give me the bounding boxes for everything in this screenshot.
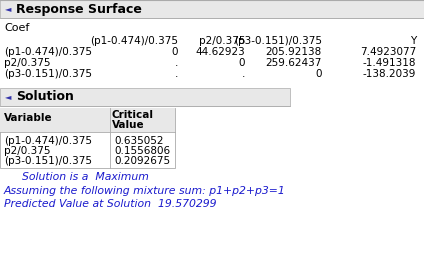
Text: (p3-0.151)/0.375: (p3-0.151)/0.375 <box>4 156 92 166</box>
Bar <box>0 108 175 132</box>
Text: Assuming the following mixture sum: p1+p2+p3=1: Assuming the following mixture sum: p1+p… <box>4 186 286 196</box>
Text: -1.491318: -1.491318 <box>363 58 416 68</box>
Text: .: . <box>242 69 245 79</box>
Text: 205.92138: 205.92138 <box>266 47 322 57</box>
Text: 44.62923: 44.62923 <box>195 47 245 57</box>
Text: 0.635052: 0.635052 <box>114 136 164 146</box>
Text: Solution: Solution <box>16 91 74 104</box>
Text: ◄: ◄ <box>5 92 11 102</box>
Text: 0.1556806: 0.1556806 <box>114 146 170 156</box>
Text: Coef: Coef <box>4 23 29 33</box>
Text: Predicted Value at Solution  19.570299: Predicted Value at Solution 19.570299 <box>4 199 217 209</box>
Text: Variable: Variable <box>4 113 53 123</box>
Text: .: . <box>175 69 178 79</box>
Text: 7.4923077: 7.4923077 <box>360 47 416 57</box>
Text: (p1-0.474)/0.375: (p1-0.474)/0.375 <box>4 47 92 57</box>
Text: (p3-0.151)/0.375: (p3-0.151)/0.375 <box>4 69 92 79</box>
Text: p2/0.375: p2/0.375 <box>4 146 50 156</box>
Text: Value: Value <box>112 120 145 130</box>
Text: -138.2039: -138.2039 <box>363 69 416 79</box>
Text: Solution is a  Maximum: Solution is a Maximum <box>22 172 149 182</box>
Text: (p3-0.151)/0.375: (p3-0.151)/0.375 <box>234 36 322 46</box>
Text: ◄: ◄ <box>5 5 11 14</box>
Text: 0: 0 <box>171 47 178 57</box>
Text: Critical: Critical <box>112 110 154 120</box>
Text: 0.2092675: 0.2092675 <box>114 156 170 166</box>
Bar <box>0 0 424 18</box>
Text: .: . <box>175 58 178 68</box>
Text: Y: Y <box>410 36 416 46</box>
Text: 259.62437: 259.62437 <box>265 58 322 68</box>
Text: Response Surface: Response Surface <box>16 2 142 15</box>
Text: p2/0.375: p2/0.375 <box>4 58 50 68</box>
Text: (p1-0.474)/0.375: (p1-0.474)/0.375 <box>4 136 92 146</box>
Bar <box>0 88 290 106</box>
Text: p2/0.375: p2/0.375 <box>198 36 245 46</box>
Bar <box>0 108 175 168</box>
Text: 0: 0 <box>238 58 245 68</box>
Text: 0: 0 <box>315 69 322 79</box>
Text: (p1-0.474)/0.375: (p1-0.474)/0.375 <box>90 36 178 46</box>
